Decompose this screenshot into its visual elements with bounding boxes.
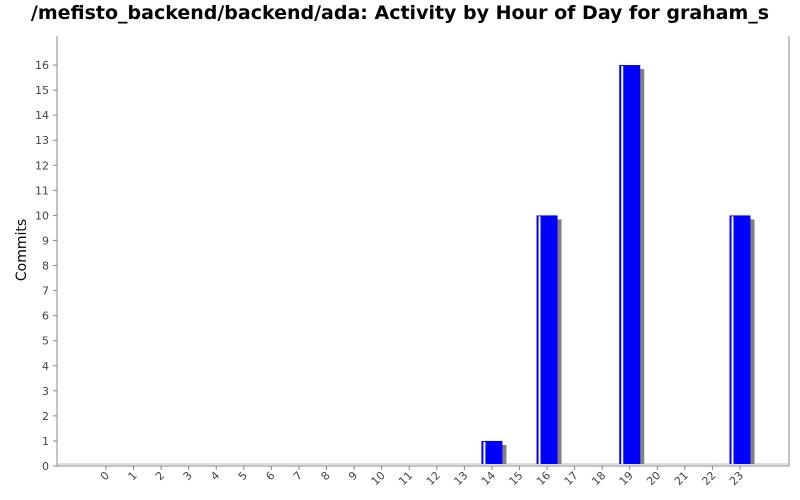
x-tick-label: 7 [291,469,305,483]
x-tick-label: 18 [589,469,608,488]
x-tick-label: 23 [727,469,746,488]
bar-fill [729,215,751,464]
y-tick-label: 8 [42,260,49,273]
y-tick-label: 15 [35,84,49,97]
y-tick-label: 5 [42,335,49,348]
bar-fill [619,65,641,464]
bar [729,215,755,464]
y-tick-label: 2 [42,410,49,423]
x-tick-label: 21 [672,469,691,488]
y-tick-label: 7 [42,285,49,298]
bar-highlight [483,441,486,464]
x-tick-label: 16 [534,469,553,488]
x-tick-label: 22 [699,469,718,488]
bar [619,65,645,464]
y-tick-label: 14 [35,109,49,122]
y-tick-label: 3 [42,385,49,398]
x-tick-label: 12 [424,469,443,488]
x-tick-label: 13 [451,469,470,488]
x-tick-label: 20 [644,469,663,488]
x-tick-label: 4 [208,469,222,483]
bars-layer [481,65,755,464]
x-tick-label: 6 [263,469,277,483]
y-tick-label: 10 [35,209,49,222]
x-tick-label: 0 [98,469,112,483]
y-tick-label: 9 [42,234,49,247]
y-tick-label: 13 [35,134,49,147]
bar [481,440,507,464]
x-tick-label: 5 [236,469,250,483]
x-axis: 0 1 2 3 4 5 6 7 8 9 10 11 12 13 14 15 16 17 18 19 20 21 22 23 [98,466,746,488]
y-tick-label: 16 [35,59,49,72]
chart-title: /mefisto_backend/backend/ada: Activity b… [30,2,770,24]
x-tick-label: 8 [319,469,333,483]
bar-highlight [731,216,734,464]
x-tick-label: 2 [153,469,167,483]
bar-highlight [538,216,541,464]
x-tick-label: 10 [369,469,388,488]
y-tick-label: 1 [42,435,49,448]
plot-background [57,36,789,466]
plot-area [56,36,790,467]
x-tick-label: 19 [617,469,636,488]
bar-highlight [621,66,624,464]
y-tick-label: 11 [35,184,49,197]
x-tick-label: 14 [479,469,498,488]
x-tick-label: 9 [346,469,360,483]
y-tick-label: 4 [42,360,49,373]
y-tick-label: 0 [42,460,49,473]
x-tick-label: 17 [562,469,581,488]
bar [536,215,562,464]
x-tick-label: 15 [507,469,526,488]
y-axis-title: Commits [14,219,30,281]
x-tick-label: 11 [396,469,415,488]
x-tick-label: 3 [181,469,195,483]
y-tick-label: 12 [35,159,49,172]
bar-fill [536,215,558,464]
y-tick-label: 6 [42,310,49,323]
x-tick-label: 1 [126,469,140,483]
bar-fill [481,440,503,464]
